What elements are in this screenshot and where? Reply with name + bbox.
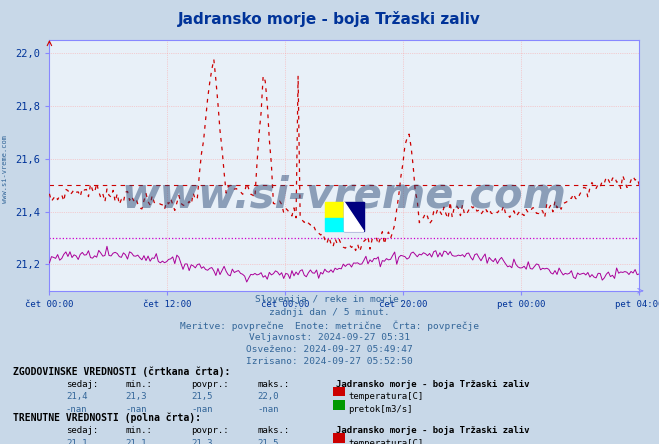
Text: -nan: -nan [66, 405, 88, 414]
Text: www.si-vreme.com: www.si-vreme.com [2, 135, 9, 203]
Text: Izrisano: 2024-09-27 05:52:50: Izrisano: 2024-09-27 05:52:50 [246, 357, 413, 366]
Text: -nan: -nan [257, 405, 279, 414]
Text: Slovenija / reke in morje.: Slovenija / reke in morje. [255, 295, 404, 304]
Bar [325, 218, 345, 231]
Text: 21,4: 21,4 [66, 392, 88, 401]
Text: 21,1: 21,1 [125, 439, 147, 444]
Text: povpr.:: povpr.: [191, 380, 229, 388]
Text: www.si-vreme.com: www.si-vreme.com [122, 174, 567, 217]
Bar [325, 202, 345, 218]
Text: Osveženo: 2024-09-27 05:49:47: Osveženo: 2024-09-27 05:49:47 [246, 345, 413, 354]
Text: pretok[m3/s]: pretok[m3/s] [348, 405, 413, 414]
Text: Veljavnost: 2024-09-27 05:31: Veljavnost: 2024-09-27 05:31 [249, 333, 410, 341]
Text: 21,3: 21,3 [191, 439, 213, 444]
Text: temperatura[C]: temperatura[C] [348, 439, 423, 444]
Text: min.:: min.: [125, 426, 152, 435]
Text: sedaj:: sedaj: [66, 380, 98, 388]
Text: maks.:: maks.: [257, 426, 289, 435]
Text: 21,5: 21,5 [191, 392, 213, 401]
Text: 22,0: 22,0 [257, 392, 279, 401]
Text: -nan: -nan [191, 405, 213, 414]
Text: 21,5: 21,5 [257, 439, 279, 444]
Text: Meritve: povprečne  Enote: metrične  Črta: povprečje: Meritve: povprečne Enote: metrične Črta:… [180, 320, 479, 331]
Text: min.:: min.: [125, 380, 152, 388]
Bar [345, 202, 364, 231]
Text: zadnji dan / 5 minut.: zadnji dan / 5 minut. [269, 308, 390, 317]
Text: 21,3: 21,3 [125, 392, 147, 401]
Text: ZGODOVINSKE VREDNOSTI (črtkana črta):: ZGODOVINSKE VREDNOSTI (črtkana črta): [13, 366, 231, 377]
Text: -nan: -nan [125, 405, 147, 414]
Text: 21,1: 21,1 [66, 439, 88, 444]
Text: Jadransko morje - boja Tržaski zaliv: Jadransko morje - boja Tržaski zaliv [336, 426, 530, 435]
Text: maks.:: maks.: [257, 380, 289, 388]
Text: TRENUTNE VREDNOSTI (polna črta):: TRENUTNE VREDNOSTI (polna črta): [13, 413, 201, 424]
Text: sedaj:: sedaj: [66, 426, 98, 435]
Text: Jadransko morje - boja Tržaski zaliv: Jadransko morje - boja Tržaski zaliv [336, 380, 530, 388]
Text: temperatura[C]: temperatura[C] [348, 392, 423, 401]
Text: povpr.:: povpr.: [191, 426, 229, 435]
Polygon shape [345, 202, 364, 231]
Text: Jadransko morje - boja Tržaski zaliv: Jadransko morje - boja Tržaski zaliv [178, 11, 481, 27]
